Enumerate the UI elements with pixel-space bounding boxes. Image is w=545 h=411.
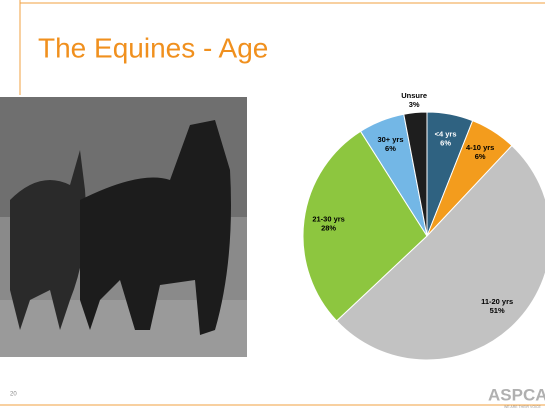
slice-label: 11-20 yrs bbox=[481, 297, 513, 306]
slide-number: 20 bbox=[10, 392, 17, 398]
slice-label: Unsure bbox=[401, 91, 427, 100]
slice-value-label: 51% bbox=[490, 306, 505, 315]
slice-label: 4-10 yrs bbox=[466, 143, 494, 152]
slice-value-label: 28% bbox=[321, 224, 336, 233]
slice-value-label: 6% bbox=[385, 144, 396, 153]
slice-label: 21-30 yrs bbox=[312, 215, 345, 224]
slice-value-label: 3% bbox=[409, 100, 420, 109]
slide: The Equines - Age 20 ASPCA WE ARE THEIR … bbox=[0, 0, 545, 411]
slice-label: 30+ yrs bbox=[377, 135, 403, 144]
slide-title: The Equines - Age bbox=[38, 32, 268, 63]
chart: The Equines - Age 20 ASPCA WE ARE THEIR … bbox=[0, 0, 545, 411]
slice-label: <4 yrs bbox=[435, 130, 457, 139]
logo: ASPCA bbox=[488, 385, 545, 404]
slice-value-label: 6% bbox=[475, 152, 486, 161]
horse-photo bbox=[0, 97, 247, 357]
slice-value-label: 6% bbox=[440, 139, 451, 148]
logo-tagline: WE ARE THEIR VOICE bbox=[504, 405, 542, 409]
